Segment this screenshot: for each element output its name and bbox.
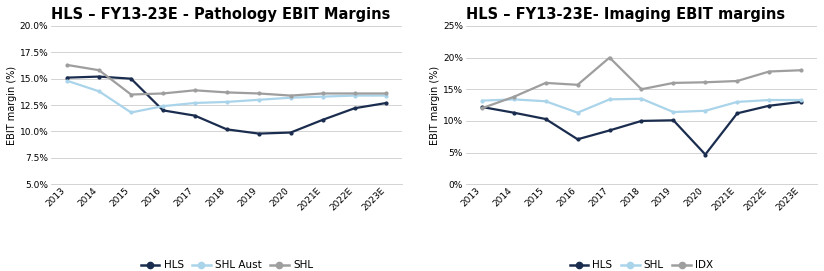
- Text: HLS – FY13-23E - Pathology EBIT Margins: HLS – FY13-23E - Pathology EBIT Margins: [51, 7, 391, 22]
- Y-axis label: EBIT margin (%): EBIT margin (%): [7, 66, 17, 145]
- Legend: HLS, SHL Aust, SHL: HLS, SHL Aust, SHL: [137, 256, 317, 271]
- Text: HLS – FY13-23E- Imaging EBIT margins: HLS – FY13-23E- Imaging EBIT margins: [466, 7, 785, 22]
- Y-axis label: EBIT margin (%): EBIT margin (%): [430, 66, 440, 145]
- Legend: HLS, SHL, IDX: HLS, SHL, IDX: [565, 256, 718, 271]
